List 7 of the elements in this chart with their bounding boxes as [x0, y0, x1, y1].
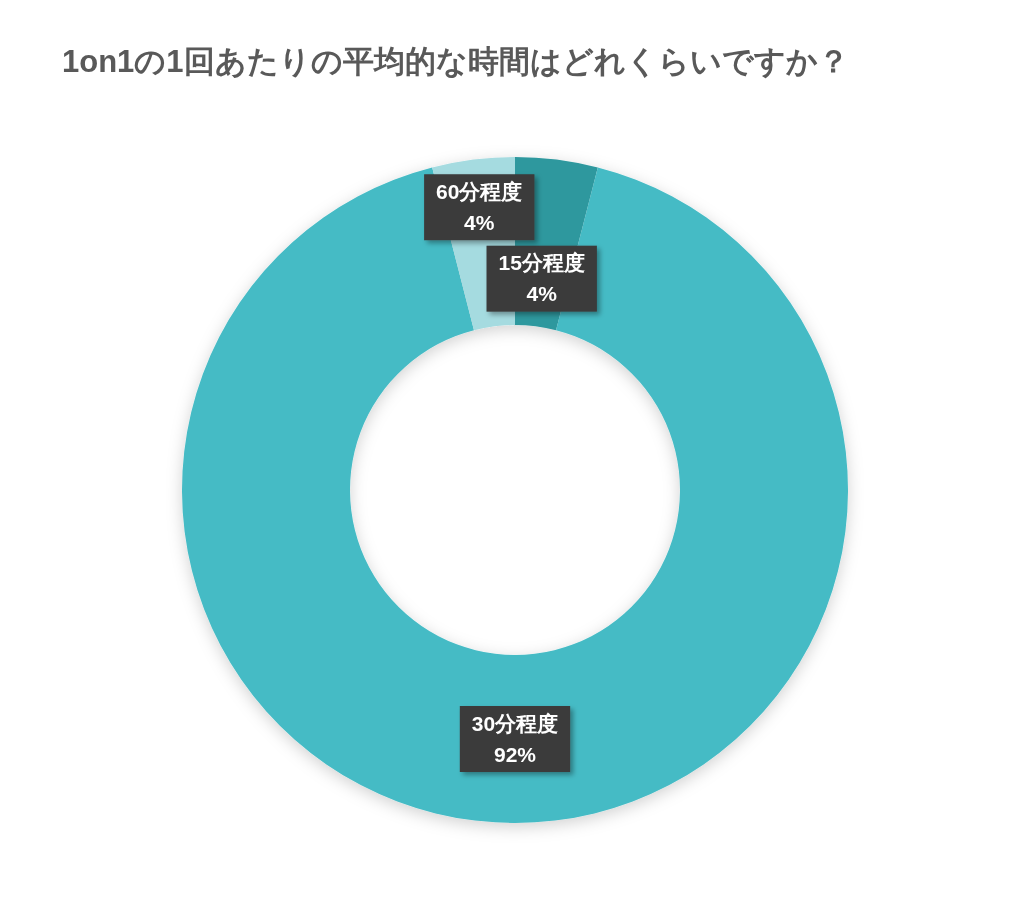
- slice-label: 60分程度: [436, 179, 523, 203]
- data-label: 4%: [526, 282, 558, 306]
- slice-label: 30分程度: [471, 711, 559, 735]
- slice-label: 15分程度: [498, 251, 585, 275]
- data-label: 4%: [464, 210, 495, 234]
- data-label: 92%: [493, 742, 537, 766]
- chart-title: 1on1の1回あたりの平均的な時間はどれくらいですか？: [62, 44, 849, 79]
